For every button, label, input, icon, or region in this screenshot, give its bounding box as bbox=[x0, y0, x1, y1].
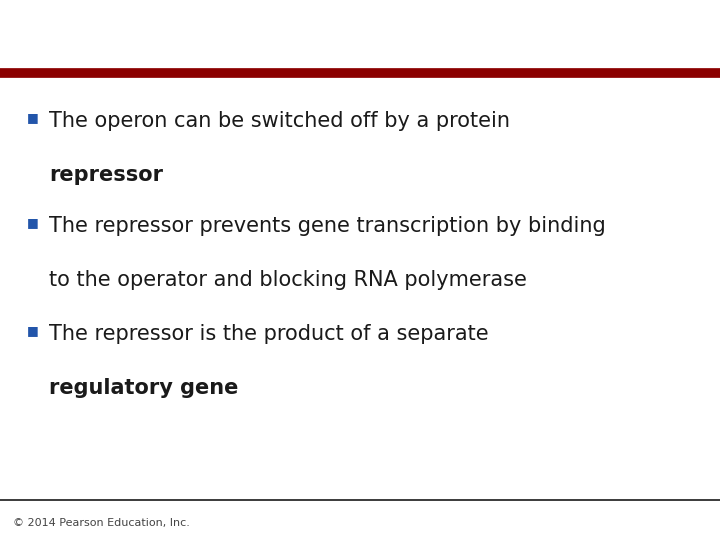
Text: © 2014 Pearson Education, Inc.: © 2014 Pearson Education, Inc. bbox=[13, 518, 190, 528]
Text: ■: ■ bbox=[27, 216, 39, 229]
Text: to the operator and blocking RNA polymerase: to the operator and blocking RNA polymer… bbox=[49, 270, 527, 290]
Text: repressor: repressor bbox=[49, 165, 163, 185]
Text: The repressor is the product of a separate: The repressor is the product of a separa… bbox=[49, 324, 489, 344]
Text: regulatory gene: regulatory gene bbox=[49, 378, 238, 398]
Text: ■: ■ bbox=[27, 324, 39, 337]
Text: The repressor prevents gene transcription by binding: The repressor prevents gene transcriptio… bbox=[49, 216, 606, 236]
Text: The operon can be switched off by a protein: The operon can be switched off by a prot… bbox=[49, 111, 510, 131]
Text: ■: ■ bbox=[27, 111, 39, 124]
